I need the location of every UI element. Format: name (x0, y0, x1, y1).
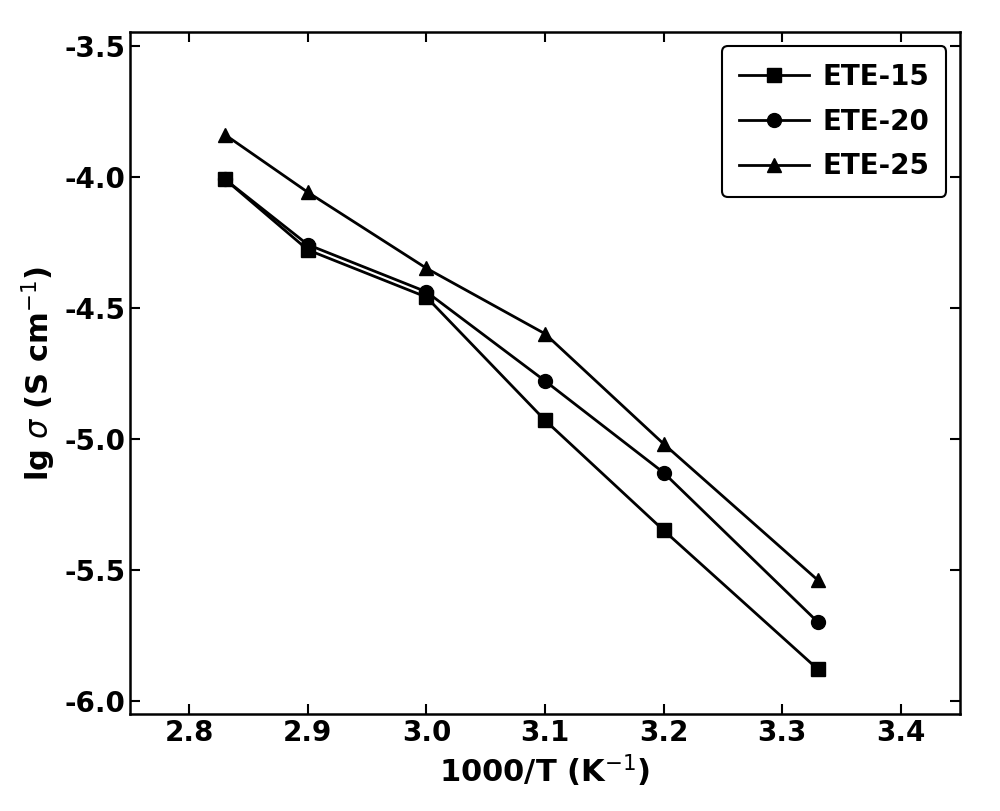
ETE-25 (302, 187, 314, 197)
ETE-15 (420, 292, 432, 302)
X-axis label: 1000/T (K$^{-1}$): 1000/T (K$^{-1}$) (439, 752, 651, 788)
ETE-15 (812, 664, 824, 674)
Line: ETE-25: ETE-25 (218, 127, 825, 587)
ETE-25 (539, 329, 551, 339)
ETE-15 (219, 174, 231, 184)
ETE-25 (812, 575, 824, 585)
ETE-25 (219, 130, 231, 139)
ETE-25 (420, 264, 432, 273)
Line: ETE-20: ETE-20 (218, 172, 825, 629)
ETE-15 (302, 245, 314, 255)
ETE-25 (658, 439, 670, 448)
Y-axis label: lg $\sigma$ (S cm$^{-1}$): lg $\sigma$ (S cm$^{-1}$) (20, 265, 58, 481)
ETE-15 (539, 415, 551, 425)
ETE-20 (302, 240, 314, 250)
ETE-20 (812, 617, 824, 627)
ETE-20 (658, 468, 670, 478)
ETE-20 (539, 376, 551, 386)
Legend: ETE-15, ETE-20, ETE-25: ETE-15, ETE-20, ETE-25 (722, 46, 946, 197)
ETE-20 (219, 174, 231, 184)
Line: ETE-15: ETE-15 (218, 172, 825, 676)
ETE-15 (658, 526, 670, 535)
ETE-20 (420, 287, 432, 297)
